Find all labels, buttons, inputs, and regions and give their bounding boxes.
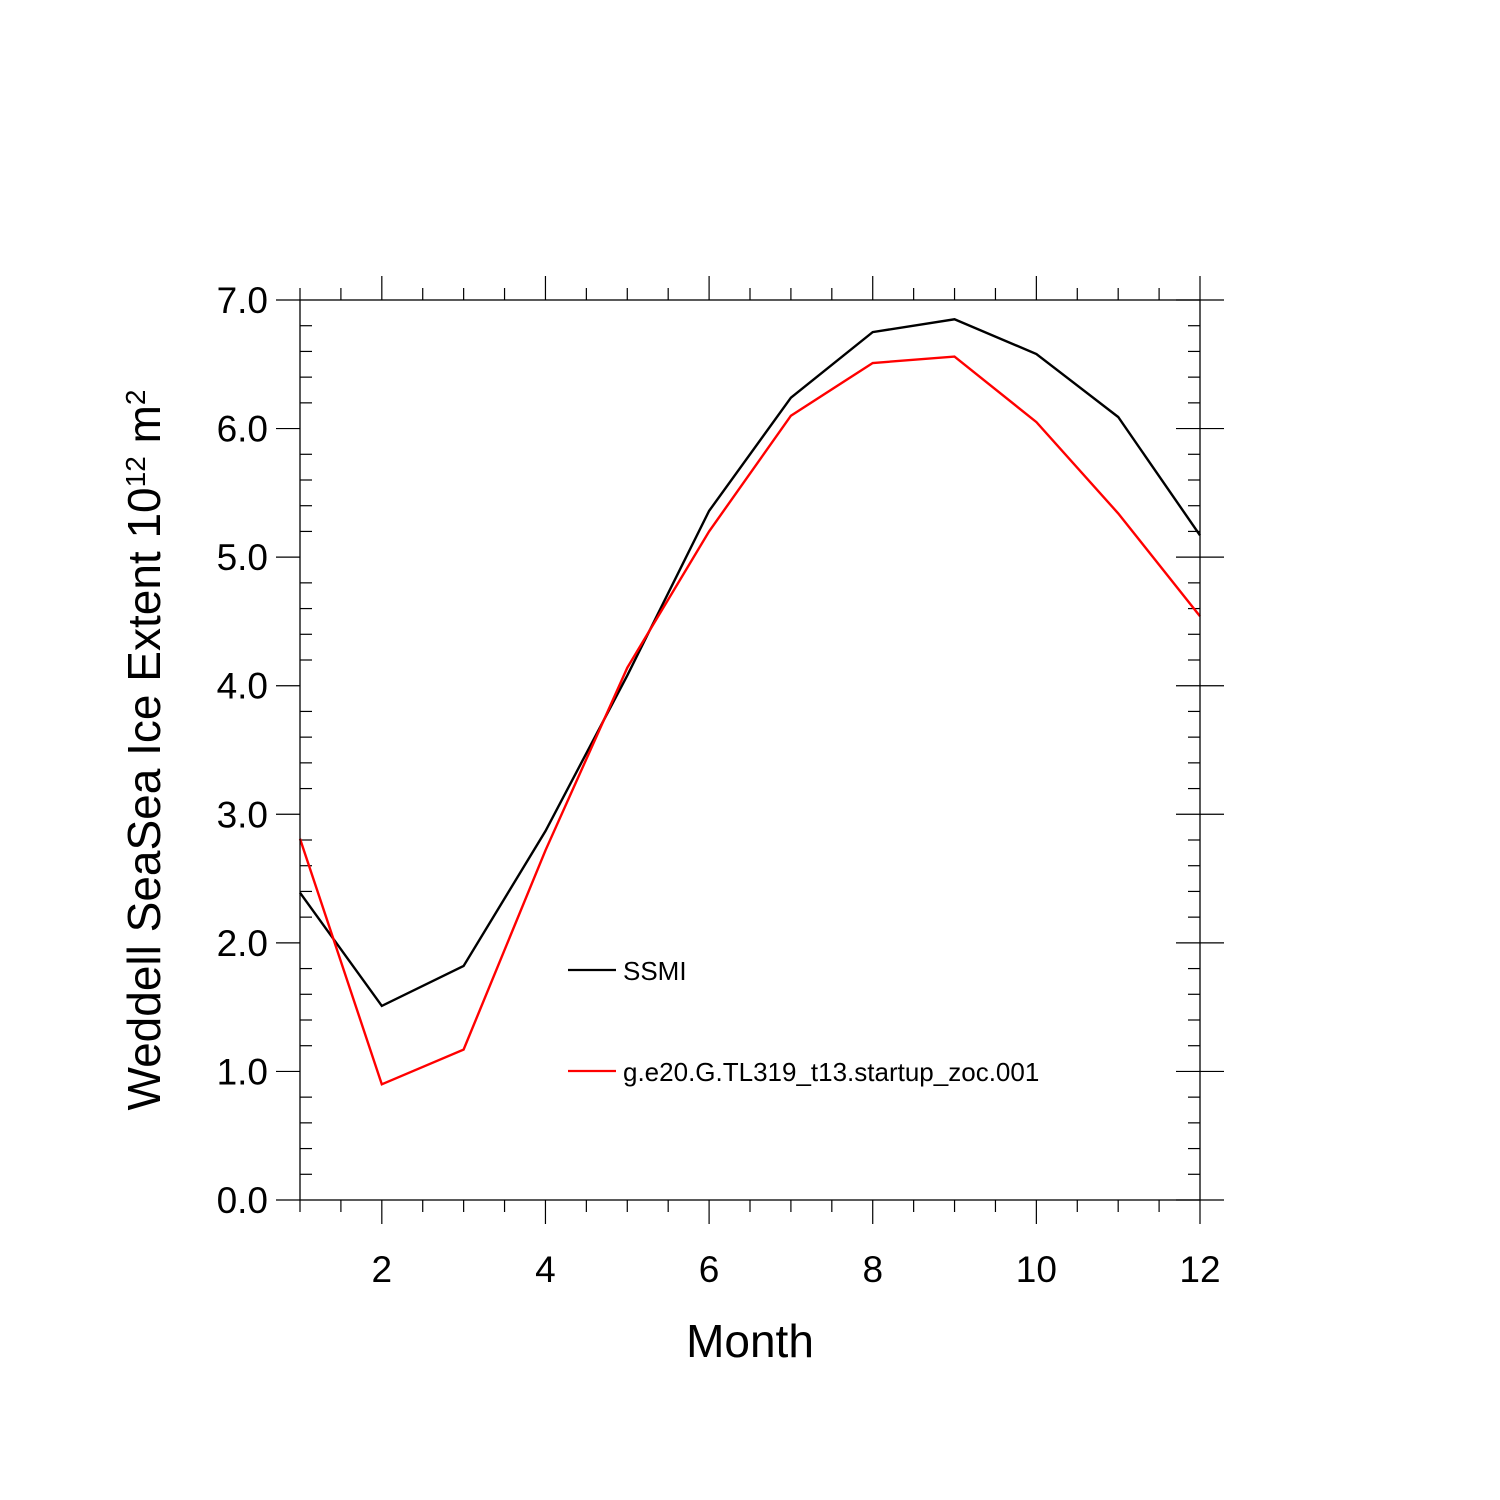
y-tick-label: 1.0 <box>217 1051 268 1092</box>
y-axis-title-unit: m <box>118 405 170 456</box>
series-lines <box>298 318 1201 1086</box>
legend-label-ssmi: SSMI <box>623 956 687 986</box>
series-line-0 <box>299 318 1201 1008</box>
x-tick-label: 4 <box>535 1249 556 1290</box>
y-axis-title: Weddell SeaSea Ice Extent 1012 m2 <box>118 390 170 1111</box>
x-tick-label: 6 <box>699 1249 720 1290</box>
y-tick-label: 3.0 <box>217 794 268 835</box>
y-tick-label: 6.0 <box>217 409 268 450</box>
y-tick-label: 5.0 <box>217 537 268 578</box>
x-tick-label: 8 <box>862 1249 883 1290</box>
x-axis-title: Month <box>686 1315 814 1367</box>
y-tick-label: 7.0 <box>217 280 268 321</box>
series-line-1 <box>298 355 1201 1086</box>
y-axis-title-text: Weddell SeaSea Ice Extent 10 <box>118 487 170 1110</box>
legend: SSMI g.e20.G.TL319_t13.startup_zoc.001 <box>568 956 1039 1087</box>
y-tick-label: 4.0 <box>217 666 268 707</box>
x-tick-label: 12 <box>1179 1249 1220 1290</box>
y-axis-title-sup-1: 12 <box>120 456 151 487</box>
x-tick-label: 2 <box>372 1249 393 1290</box>
y-tick-label: 0.0 <box>217 1180 268 1221</box>
legend-label-model: g.e20.G.TL319_t13.startup_zoc.001 <box>623 1057 1039 1087</box>
y-axis-title-sup-2: 2 <box>120 390 151 406</box>
x-tick-label: 10 <box>1016 1249 1057 1290</box>
tick-labels: 0.0 1.0 2.0 3.0 4.0 5.0 6.0 7.0 2 4 6 8 10 12 <box>217 280 1221 1290</box>
y-tick-label: 2.0 <box>217 923 268 964</box>
plot-frame <box>299 299 1201 1201</box>
